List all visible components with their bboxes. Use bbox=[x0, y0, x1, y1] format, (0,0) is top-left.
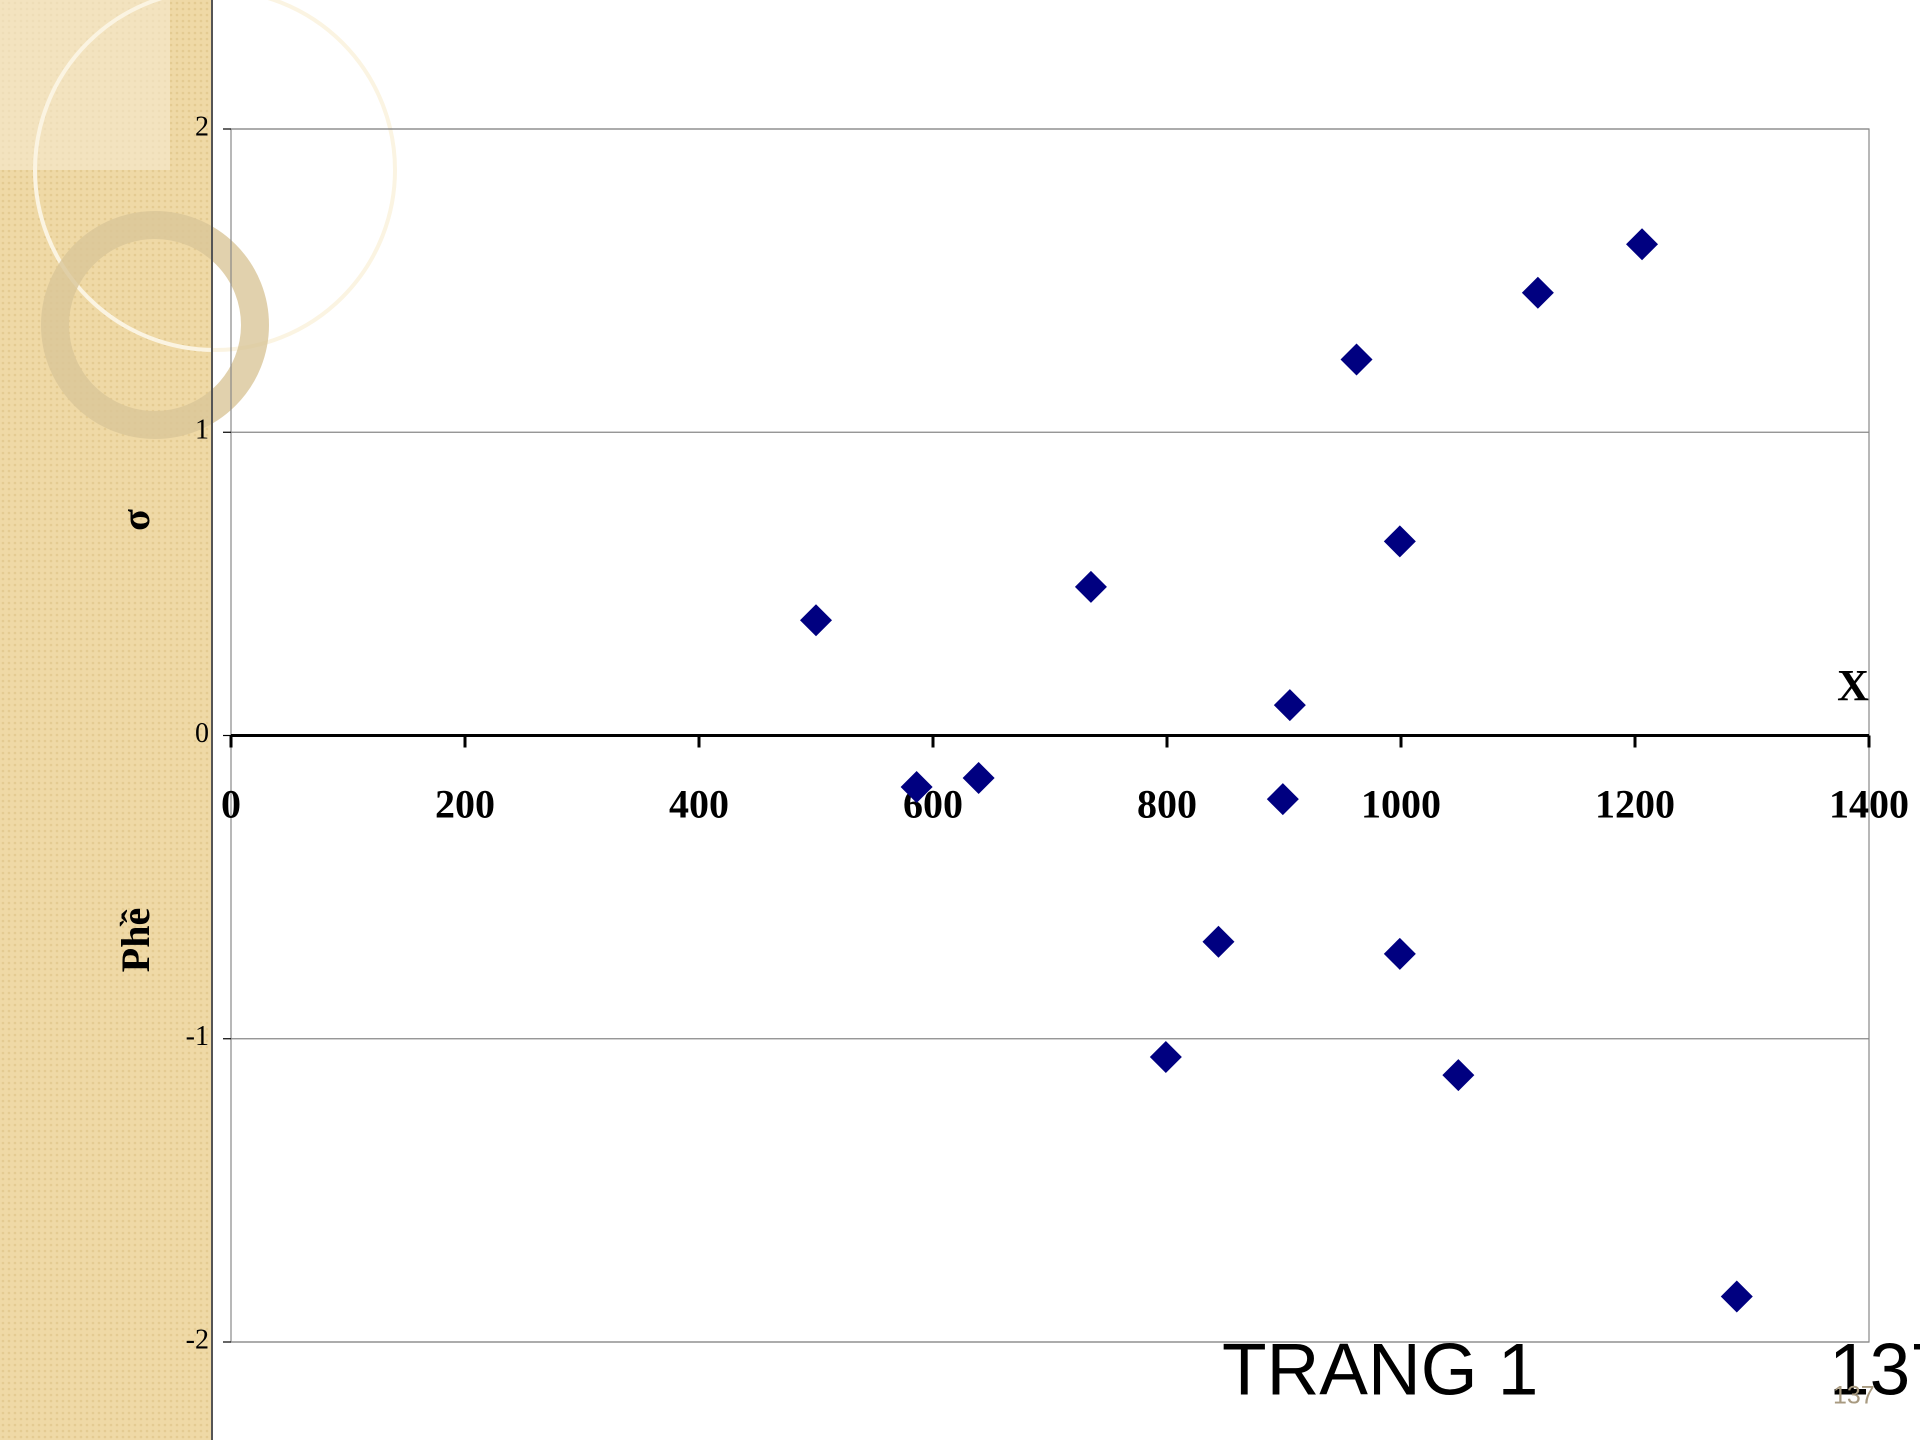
data-point bbox=[1626, 228, 1659, 261]
x-tick-label: 200 bbox=[435, 782, 495, 827]
data-point bbox=[1202, 925, 1235, 958]
footer-text: TRANG 1 bbox=[1222, 1329, 1538, 1410]
data-point bbox=[1273, 689, 1306, 722]
x-tick-label: 1000 bbox=[1361, 782, 1441, 827]
data-point bbox=[800, 604, 832, 637]
data-point bbox=[1383, 937, 1416, 970]
x-axis-label: X bbox=[1837, 661, 1869, 710]
data-point bbox=[1720, 1280, 1753, 1313]
data-point bbox=[900, 771, 933, 804]
side-decoration bbox=[0, 0, 397, 1440]
x-tick-label: 0 bbox=[221, 782, 241, 827]
y-tick-label: 1 bbox=[195, 415, 209, 446]
data-point bbox=[1149, 1040, 1182, 1073]
y-axis-label: σ bbox=[113, 509, 158, 531]
y-axis-label: Phề bbox=[113, 908, 158, 972]
data-point bbox=[1442, 1059, 1475, 1092]
page-number-small: 137 bbox=[1833, 1382, 1875, 1410]
data-point bbox=[1340, 343, 1373, 376]
y-tick-label: -1 bbox=[186, 1021, 209, 1052]
y-tick-label: 0 bbox=[195, 718, 209, 749]
x-tick-label: 1200 bbox=[1595, 782, 1675, 827]
data-point bbox=[1521, 276, 1554, 309]
x-tick-label: 800 bbox=[1137, 782, 1197, 827]
x-tick-label: 400 bbox=[669, 782, 729, 827]
data-point bbox=[1266, 783, 1299, 816]
page-number-large: 137 bbox=[1829, 1329, 1920, 1410]
data-point bbox=[1383, 525, 1416, 558]
y-tick-label: 2 bbox=[195, 111, 209, 142]
y-tick-label: -2 bbox=[186, 1324, 209, 1355]
data-point bbox=[962, 761, 995, 794]
x-tick-label: 1400 bbox=[1829, 782, 1909, 827]
data-point bbox=[1074, 570, 1107, 603]
